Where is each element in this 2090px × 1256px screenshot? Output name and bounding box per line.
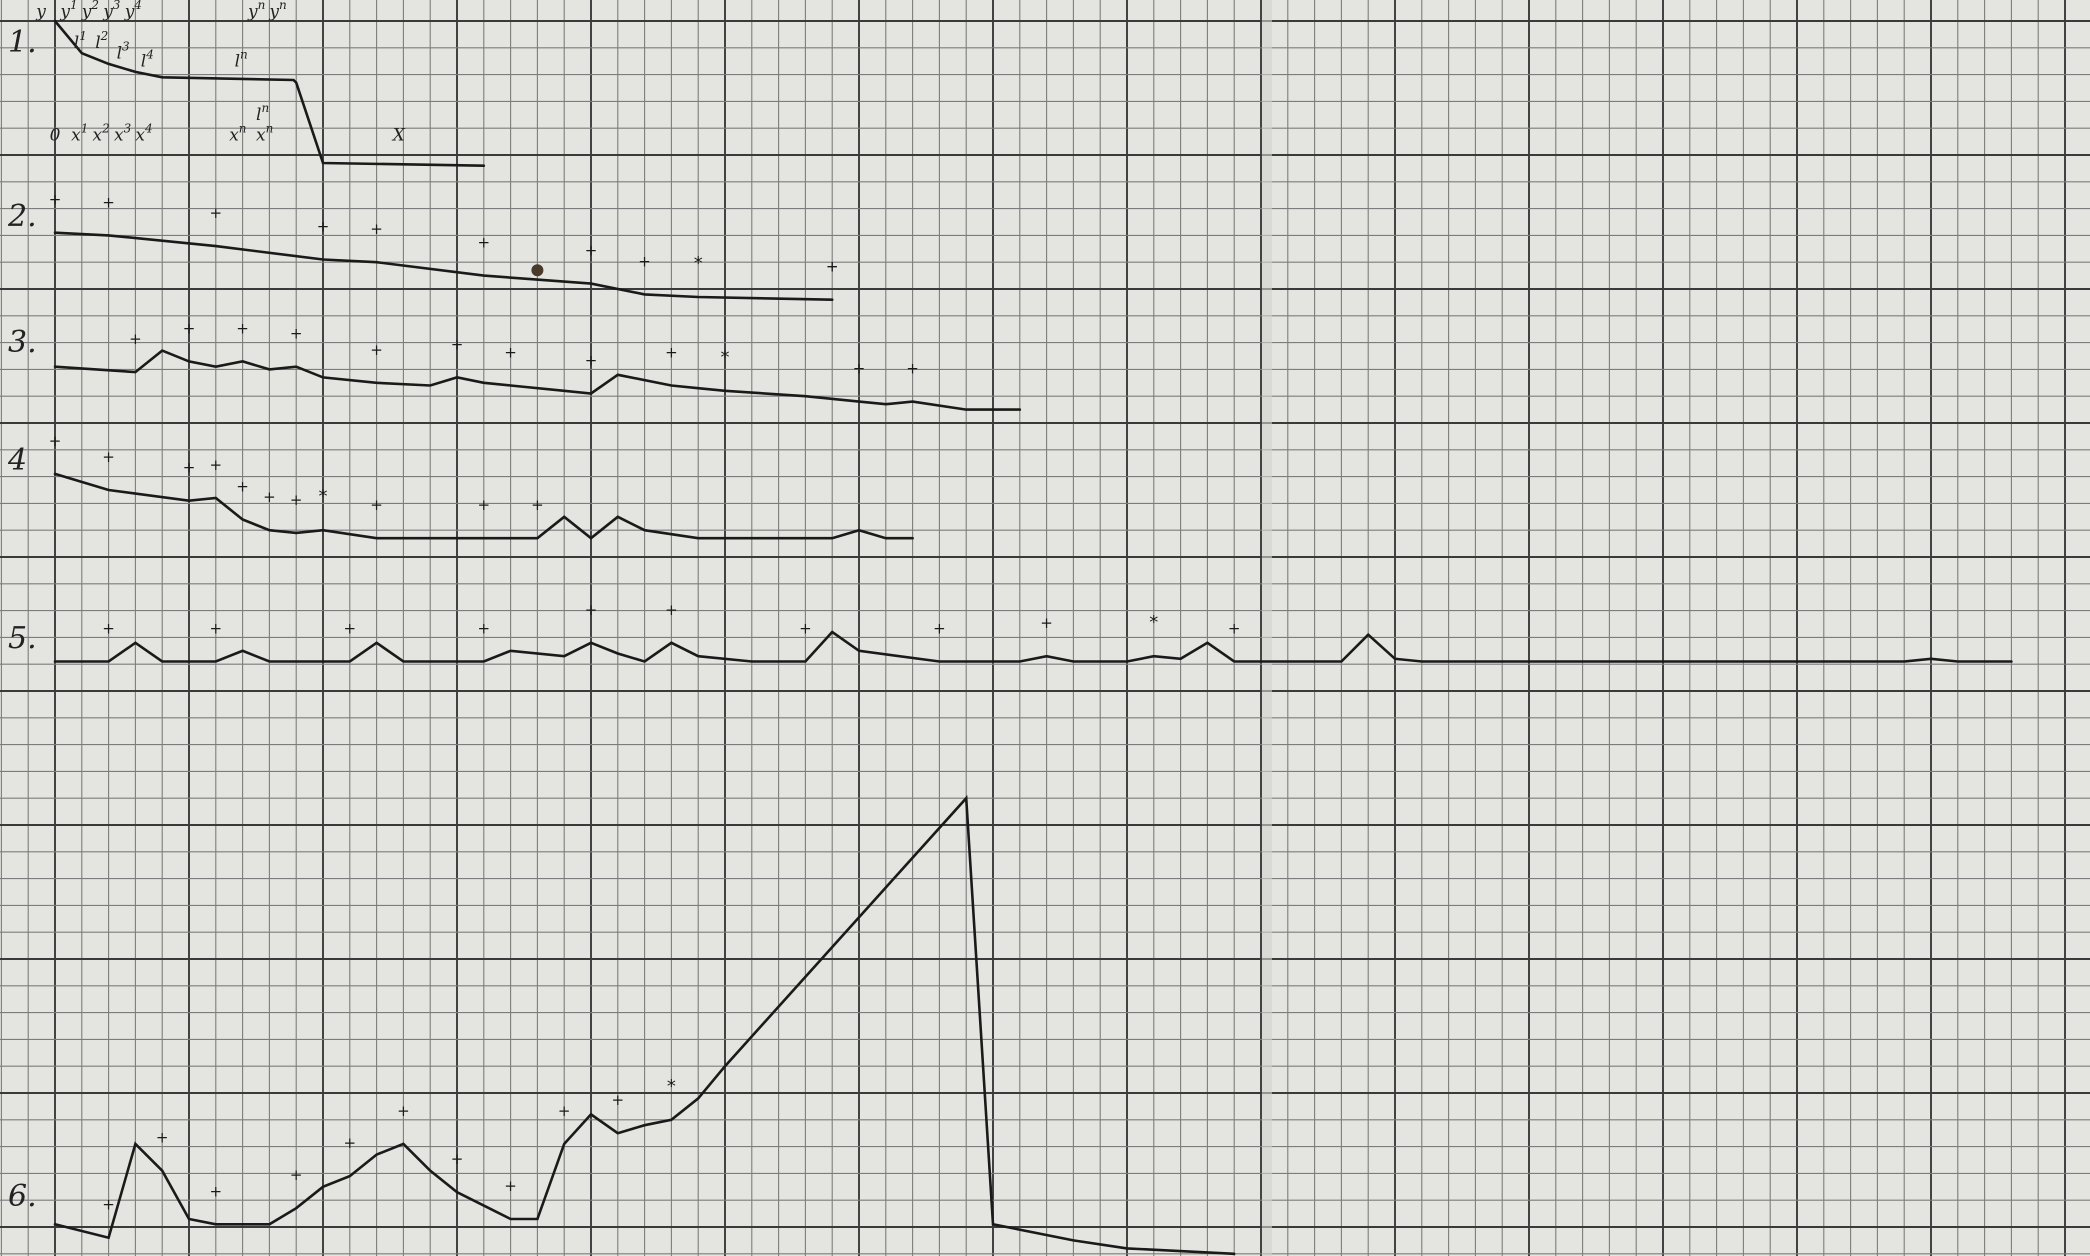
row-label-5: 5. [8,621,37,656]
plus-mark: + [49,191,62,209]
plus-mark: + [290,491,303,509]
row-label-3: 3. [8,325,37,360]
curve-label: ln [256,101,269,125]
plus-mark: + [585,242,598,260]
plus-mark: + [344,1134,357,1152]
asterisk-mark: * [721,347,730,368]
plus-mark: + [585,601,598,619]
plus-mark: + [665,601,678,619]
trace-row-3 [53,349,1022,411]
plus-mark: + [504,344,517,362]
x-label: x3 [114,121,132,145]
row-label-1: 1. [8,25,37,60]
asterisk-mark: * [667,1076,676,1097]
plus-mark: + [344,620,357,638]
plus-mark: + [638,252,651,270]
x-label: x1 [71,121,88,145]
curve-label: l1 [74,29,87,53]
trace-row-2 [53,231,834,301]
plus-mark: + [933,620,946,638]
plus-mark: + [558,1102,571,1120]
plus-mark: + [183,319,196,337]
page-fold [1262,0,1272,1256]
plus-mark: + [451,335,464,353]
y-label: y [35,2,46,22]
curve-label: l3 [117,40,130,64]
y-label: y4 [124,0,142,22]
plus-mark: + [531,496,544,514]
plus-mark: + [478,234,491,252]
plus-mark: + [370,220,383,238]
plus-mark: + [826,258,839,276]
plus-mark: + [236,478,249,496]
ink-blot [531,264,544,277]
y-label: y2 [81,0,99,22]
plus-mark: + [370,496,383,514]
row-label-2: 2. [7,199,37,234]
y-label: y1 [59,0,77,22]
plus-mark: + [102,620,115,638]
curve-label: l4 [141,48,154,72]
plus-mark: + [317,218,330,236]
plus-mark: + [102,448,115,466]
plus-mark: + [853,360,866,378]
y-label: y3 [102,0,121,22]
plus-mark: + [156,1129,169,1147]
plus-mark: + [236,319,249,337]
plus-mark: + [210,620,223,638]
plus-mark: + [290,1166,303,1184]
x-label: x2 [93,121,110,145]
marks-layer: + + + + + + + + * + + + + + + + + + + + * + + + + + + + + + * + + + + + + + + +… [49,191,1241,1214]
plus-mark: + [370,341,383,359]
plus-mark: + [397,1102,410,1120]
y-label: yn [247,0,265,22]
plus-mark: + [585,352,598,370]
plus-mark: + [263,488,276,506]
trace-row-6 [53,795,1236,1256]
trace-row-4 [53,472,914,540]
plus-mark: + [906,360,919,378]
plus-mark: + [665,344,678,362]
curve-label: l2 [95,29,108,53]
plus-mark: + [451,1150,464,1168]
row-label-6: 6. [8,1179,37,1214]
plus-mark: + [210,204,223,222]
x-label: xn [229,121,246,145]
x-label: xn [256,121,273,145]
traces-layer [53,19,2013,1256]
labels-layer: 1. 2. 3. 4 5. 6. [7,25,37,1214]
plus-mark: + [504,1177,517,1195]
asterisk-mark: * [694,253,703,274]
x-label: X [391,125,406,145]
plus-mark: + [290,325,303,343]
plus-mark: + [183,459,196,477]
asterisk-mark: * [1149,612,1158,633]
plus-mark: + [210,1182,223,1200]
plus-mark: + [1228,620,1241,638]
plus-mark: + [478,496,491,514]
diagram-1-labels: y y1 y2 y3 y4 yn yn l1 l2 l3 l4 ln ln 0 x1 x2 x3 x4 xn xn X [35,0,406,145]
plus-mark: + [102,1196,115,1214]
plus-mark: + [102,193,115,211]
plus-mark: + [826,258,839,276]
plus-mark: + [49,432,62,450]
trace-row-5 [53,630,2013,663]
curve-label: ln [235,48,248,72]
row-label-4: 4 [7,443,27,478]
trace-row-1 [53,19,486,167]
plus-mark: + [1040,614,1053,632]
plus-mark: + [799,620,812,638]
asterisk-mark: * [319,486,328,507]
plus-mark: + [210,456,223,474]
plus-mark: + [612,1091,625,1109]
plus-mark: + [478,620,491,638]
plus-mark: + [129,330,142,348]
x-label: 0 [50,125,61,145]
y-label: yn [268,0,286,22]
x-label: x4 [135,121,152,145]
